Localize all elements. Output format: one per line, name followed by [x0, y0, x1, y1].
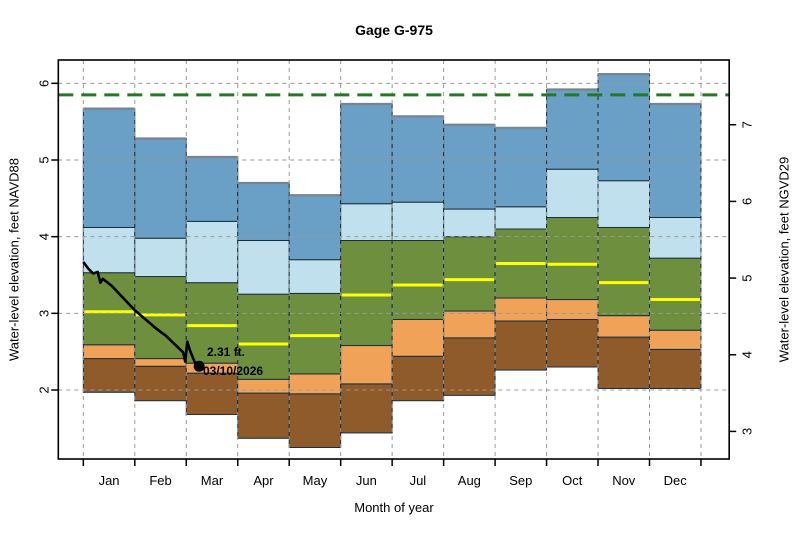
- band-p10-p25: [288, 373, 342, 395]
- band-p75-p90: [494, 206, 548, 230]
- x-tick-label: Feb: [149, 473, 171, 488]
- plot-border: [57, 59, 731, 460]
- left-tick-label: 4: [36, 233, 51, 240]
- x-tick-label: Jul: [410, 473, 427, 488]
- band-p75-p90: [288, 259, 342, 294]
- band-min-p10: [340, 383, 393, 434]
- band-min-p10: [443, 337, 496, 396]
- band-min-p10: [185, 372, 239, 416]
- band-min-p10: [546, 318, 599, 368]
- band-p10-p25: [443, 310, 496, 339]
- right-axis-title: Water-level elevation, feet NGVD29: [776, 156, 792, 363]
- band-p25-p75: [649, 257, 702, 331]
- band-p25-p75: [288, 292, 342, 375]
- band-p75-p90: [237, 240, 290, 295]
- band-p10-p25: [82, 344, 136, 360]
- band-p75-p90: [134, 237, 187, 278]
- band-min-p10: [237, 392, 290, 439]
- right-tick-label: 3: [739, 428, 754, 435]
- x-tick-label: Mar: [201, 473, 224, 488]
- right-tick-label: 6: [739, 198, 754, 205]
- band-p25-p75: [443, 236, 496, 312]
- current-water-level-line: [82, 261, 201, 368]
- x-axis-title: Month of year: [354, 500, 434, 515]
- band-p25-p75: [546, 217, 599, 301]
- band-p25-p75: [340, 240, 393, 347]
- band-p90-max: [237, 182, 290, 242]
- x-tick-label: Nov: [612, 473, 636, 488]
- left-tick-label: 3: [36, 310, 51, 317]
- band-p10-p25: [649, 329, 702, 350]
- right-tick-label: 4: [739, 351, 754, 358]
- band-min-p10: [494, 320, 548, 371]
- x-tick-label: Jan: [99, 473, 120, 488]
- band-p90-max: [597, 73, 651, 182]
- band-min-p10: [288, 393, 342, 449]
- x-tick-label: Jun: [356, 473, 377, 488]
- band-p75-p90: [185, 220, 239, 284]
- x-tick-label: May: [303, 473, 328, 488]
- x-tick-label: Aug: [458, 473, 481, 488]
- band-p10-p25: [494, 297, 548, 322]
- band-p75-p90: [649, 217, 702, 259]
- band-p75-p90: [597, 180, 651, 228]
- current-date-label: 03/10/2026: [203, 364, 264, 378]
- band-p25-p75: [597, 226, 651, 317]
- band-p10-p25: [546, 299, 599, 320]
- band-p90-max: [82, 108, 136, 228]
- band-p90-max: [134, 138, 187, 239]
- band-p90-max: [288, 194, 342, 261]
- band-min-p10: [82, 358, 136, 393]
- x-tick-label: Dec: [664, 473, 688, 488]
- band-p90-max: [340, 103, 393, 205]
- band-p90-max: [649, 103, 702, 219]
- left-axis-title: Water-level elevation, feet NAVD88: [6, 157, 22, 362]
- band-p90-max: [443, 124, 496, 210]
- band-p75-p90: [391, 201, 445, 242]
- band-p25-p75: [391, 240, 445, 320]
- current-value-dot: [193, 360, 205, 372]
- band-p10-p25: [391, 318, 445, 357]
- x-tick-label: Oct: [562, 473, 583, 488]
- band-p75-p90: [340, 203, 393, 242]
- band-p90-max: [391, 115, 445, 203]
- band-p10-p25: [340, 345, 393, 385]
- band-min-p10: [134, 365, 187, 402]
- band-min-p10: [597, 336, 651, 389]
- band-p10-p25: [597, 315, 651, 338]
- band-min-p10: [649, 348, 702, 389]
- band-p10-p25: [237, 378, 290, 394]
- band-p90-max: [494, 127, 548, 208]
- right-tick-label: 7: [739, 121, 754, 128]
- band-p75-p90: [82, 226, 136, 274]
- left-tick-label: 2: [36, 386, 51, 393]
- band-p75-p90: [546, 168, 599, 219]
- chart-title: Gage G-975: [355, 22, 433, 38]
- band-p90-max: [546, 88, 599, 170]
- x-tick-label: Sep: [509, 473, 532, 488]
- left-tick-label: 5: [36, 156, 51, 163]
- band-p90-max: [185, 156, 239, 222]
- x-tick-label: Apr: [253, 473, 274, 488]
- band-p10-p25: [134, 358, 187, 367]
- current-value-label: 2.31 ft.: [207, 345, 246, 359]
- band-p25-p75: [185, 282, 239, 364]
- right-tick-label: 5: [739, 274, 754, 281]
- band-min-p10: [391, 355, 445, 402]
- left-tick-label: 6: [36, 80, 51, 87]
- band-p75-p90: [443, 208, 496, 238]
